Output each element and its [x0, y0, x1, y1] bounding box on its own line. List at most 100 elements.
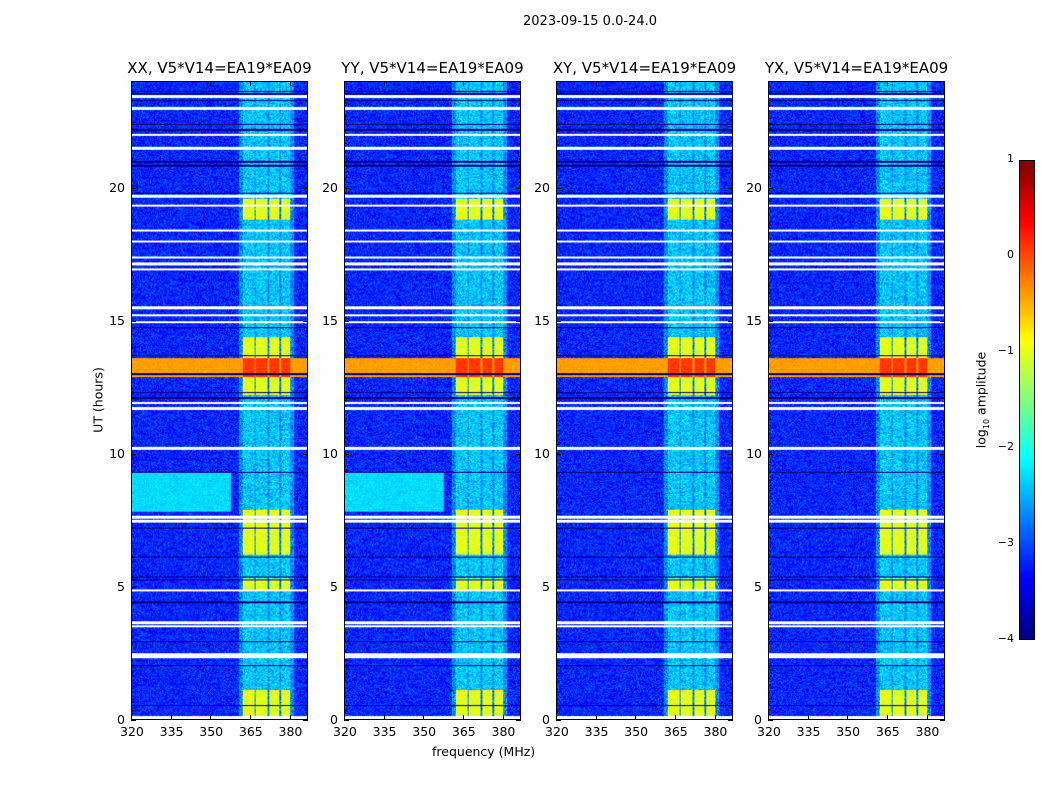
y-tick-label: 10 [322, 445, 338, 461]
x-tick-label: 335 [584, 724, 609, 739]
y-tick-mark [344, 586, 349, 588]
x-tick-mark [249, 715, 251, 720]
x-tick-mark [714, 81, 716, 86]
y-tick-mark [131, 720, 136, 721]
x-tick-label: 320 [545, 724, 569, 739]
x-tick-mark [383, 715, 385, 720]
y-tick-mark [303, 720, 308, 721]
x-tick-mark [170, 81, 172, 86]
y-tick-label: 10 [746, 445, 762, 461]
y-tick-mark [768, 720, 773, 721]
y-tick-mark [728, 187, 733, 189]
y-tick-mark [768, 453, 773, 455]
x-tick-mark [289, 715, 291, 720]
y-tick-label: 10 [534, 445, 550, 461]
y-tick-mark [344, 720, 349, 721]
heatmap-panel-4 [768, 81, 945, 720]
x-tick-label: 365 [451, 724, 476, 739]
heatmap-panel-2 [344, 81, 521, 720]
y-tick-label: 0 [754, 712, 762, 727]
x-tick-mark [344, 81, 345, 86]
y-tick-mark [131, 453, 136, 455]
y-tick-mark [303, 453, 308, 455]
y-tick-mark [556, 720, 561, 721]
x-tick-label: 350 [412, 724, 437, 739]
y-tick-mark [556, 320, 561, 322]
x-tick-mark [249, 81, 251, 86]
y-tick-mark [940, 720, 945, 721]
figure-title: 2023-09-15 0.0-24.0 [523, 14, 657, 29]
x-tick-mark [423, 81, 425, 86]
x-tick-mark [768, 81, 769, 86]
x-tick-mark [635, 715, 637, 720]
x-tick-mark [886, 715, 888, 720]
y-tick-label: 10 [109, 445, 125, 461]
x-tick-mark [462, 81, 464, 86]
y-tick-mark [556, 453, 561, 455]
y-tick-mark [516, 320, 521, 322]
y-tick-label: 15 [109, 312, 125, 328]
x-tick-mark [502, 81, 504, 86]
colorbar-tick-label: −4 [997, 632, 1014, 645]
x-tick-label: 380 [703, 724, 728, 739]
y-tick-label: 20 [322, 179, 338, 195]
x-tick-mark [462, 715, 464, 720]
y-tick-mark [556, 586, 561, 588]
y-tick-mark [728, 586, 733, 588]
panel-title: XY, V5*V14=EA19*EA09 [552, 59, 737, 77]
y-tick-mark [516, 187, 521, 189]
x-tick-label: 335 [159, 724, 184, 739]
colorbar-tick-label: −1 [997, 344, 1014, 357]
y-tick-mark [516, 586, 521, 588]
x-tick-mark [635, 81, 637, 86]
y-tick-label: 5 [754, 578, 762, 594]
x-tick-label: 380 [278, 724, 303, 739]
y-tick-mark [303, 586, 308, 588]
y-tick-label: 20 [746, 179, 762, 195]
x-tick-mark [847, 715, 849, 720]
x-tick-label: 365 [663, 724, 688, 739]
y-tick-mark [768, 586, 773, 588]
x-tick-label: 365 [875, 724, 900, 739]
heatmap-panel-3 [556, 81, 733, 720]
colorbar-tick-label: 0 [1007, 248, 1014, 261]
y-tick-mark [131, 586, 136, 588]
y-tick-label: 15 [534, 312, 550, 328]
x-tick-mark [210, 81, 212, 86]
y-tick-mark [516, 720, 521, 721]
x-tick-mark [714, 715, 716, 720]
panel-title: YX, V5*V14=EA19*EA09 [764, 59, 949, 77]
y-tick-label: 5 [542, 578, 550, 594]
y-tick-mark [728, 720, 733, 721]
y-tick-mark [556, 187, 561, 189]
x-tick-label: 365 [238, 724, 263, 739]
x-tick-mark [423, 715, 425, 720]
x-tick-label: 335 [372, 724, 397, 739]
x-axis-label: frequency (MHz) [432, 744, 536, 759]
colorbar-gradient [1020, 161, 1034, 639]
x-tick-mark [289, 81, 291, 86]
x-tick-label: 350 [199, 724, 224, 739]
y-tick-label: 5 [330, 578, 338, 594]
x-tick-label: 320 [333, 724, 357, 739]
panel-title: YY, V5*V14=EA19*EA09 [341, 59, 524, 77]
colorbar-tick-label: −2 [997, 440, 1014, 453]
x-tick-label: 335 [796, 724, 821, 739]
y-tick-mark [940, 586, 945, 588]
y-tick-mark [728, 453, 733, 455]
y-tick-mark [768, 187, 773, 189]
x-tick-mark [131, 81, 132, 86]
x-tick-mark [886, 81, 888, 86]
x-tick-mark [807, 715, 809, 720]
x-tick-mark [595, 81, 597, 86]
x-tick-mark [344, 715, 345, 720]
y-tick-mark [344, 320, 349, 322]
x-tick-mark [768, 715, 769, 720]
y-tick-label: 15 [746, 312, 762, 328]
x-tick-mark [674, 715, 676, 720]
y-tick-label: 0 [117, 712, 125, 727]
x-tick-label: 320 [120, 724, 144, 739]
x-tick-mark [556, 715, 557, 720]
colorbar [1019, 160, 1035, 640]
y-tick-mark [131, 187, 136, 189]
